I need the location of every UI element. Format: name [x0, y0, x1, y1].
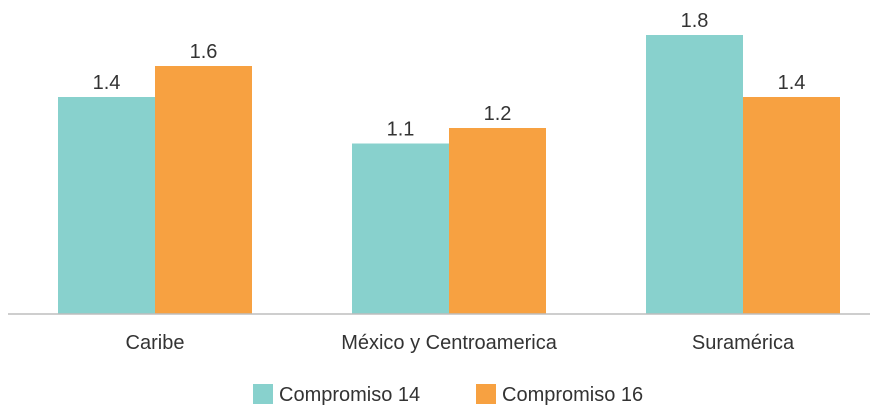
value-label-1-3: 1.8 — [681, 10, 709, 32]
bar-1-2 — [352, 143, 449, 314]
value-labels-layer: 1.4 1.6 1.1 1.2 1.8 1.4 — [93, 10, 806, 141]
legend-label-1: Compromiso 14 — [279, 384, 420, 406]
value-label-1-1: 1.4 — [93, 72, 121, 94]
category-label-1: Caribe — [126, 332, 185, 354]
legend-label-2: Compromiso 16 — [502, 384, 643, 406]
category-label-2: México y Centroamerica — [341, 332, 558, 354]
bar-2-3 — [743, 97, 840, 314]
value-label-2-1: 1.6 — [190, 41, 218, 63]
bars-layer — [58, 35, 840, 314]
legend-swatch-2 — [476, 384, 496, 404]
value-label-2-3: 1.4 — [778, 72, 806, 94]
category-label-3: Suramérica — [692, 332, 795, 354]
bar-2-2 — [449, 128, 546, 314]
legend: Compromiso 14 Compromiso 16 — [253, 384, 643, 406]
legend-swatch-1 — [253, 384, 273, 404]
value-label-2-2: 1.2 — [484, 103, 512, 125]
value-label-1-2: 1.1 — [387, 119, 415, 141]
bar-1-1 — [58, 97, 155, 314]
category-labels-layer: Caribe México y Centroamerica Suramérica — [126, 332, 795, 354]
bar-1-3 — [646, 35, 743, 314]
bar-2-1 — [155, 66, 252, 314]
